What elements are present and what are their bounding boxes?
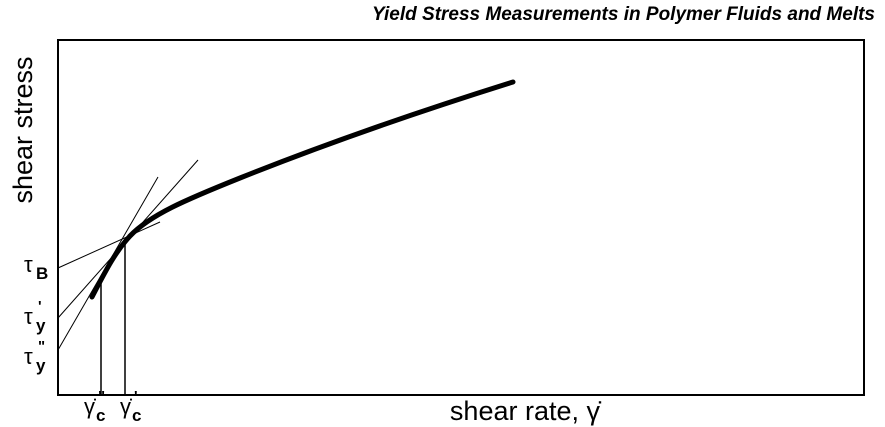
- frame: [57, 39, 865, 396]
- superscript: ": [38, 338, 45, 355]
- x-axis-label: shear rate, γ̇: [450, 396, 602, 426]
- subscript: c: [132, 406, 141, 425]
- symbol: τ: [24, 304, 33, 329]
- title: Yield Stress Measurements in Polymer Flu…: [372, 4, 875, 25]
- superscript: ': [134, 388, 138, 405]
- symbol: τ: [24, 344, 33, 369]
- superscript: ": [98, 388, 105, 405]
- superscript: ': [38, 298, 42, 315]
- subscript: y: [36, 356, 46, 375]
- symbol: τ: [24, 252, 33, 277]
- symbol: γ̇: [120, 394, 132, 419]
- subscript: y: [36, 316, 46, 335]
- subscript: c: [96, 406, 105, 425]
- symbol: γ̇: [84, 394, 96, 419]
- y-axis-label: shear stress: [8, 56, 38, 203]
- flow-curve: [89, 79, 516, 300]
- subscript: B: [36, 264, 48, 283]
- tangent-b: [57, 221, 161, 269]
